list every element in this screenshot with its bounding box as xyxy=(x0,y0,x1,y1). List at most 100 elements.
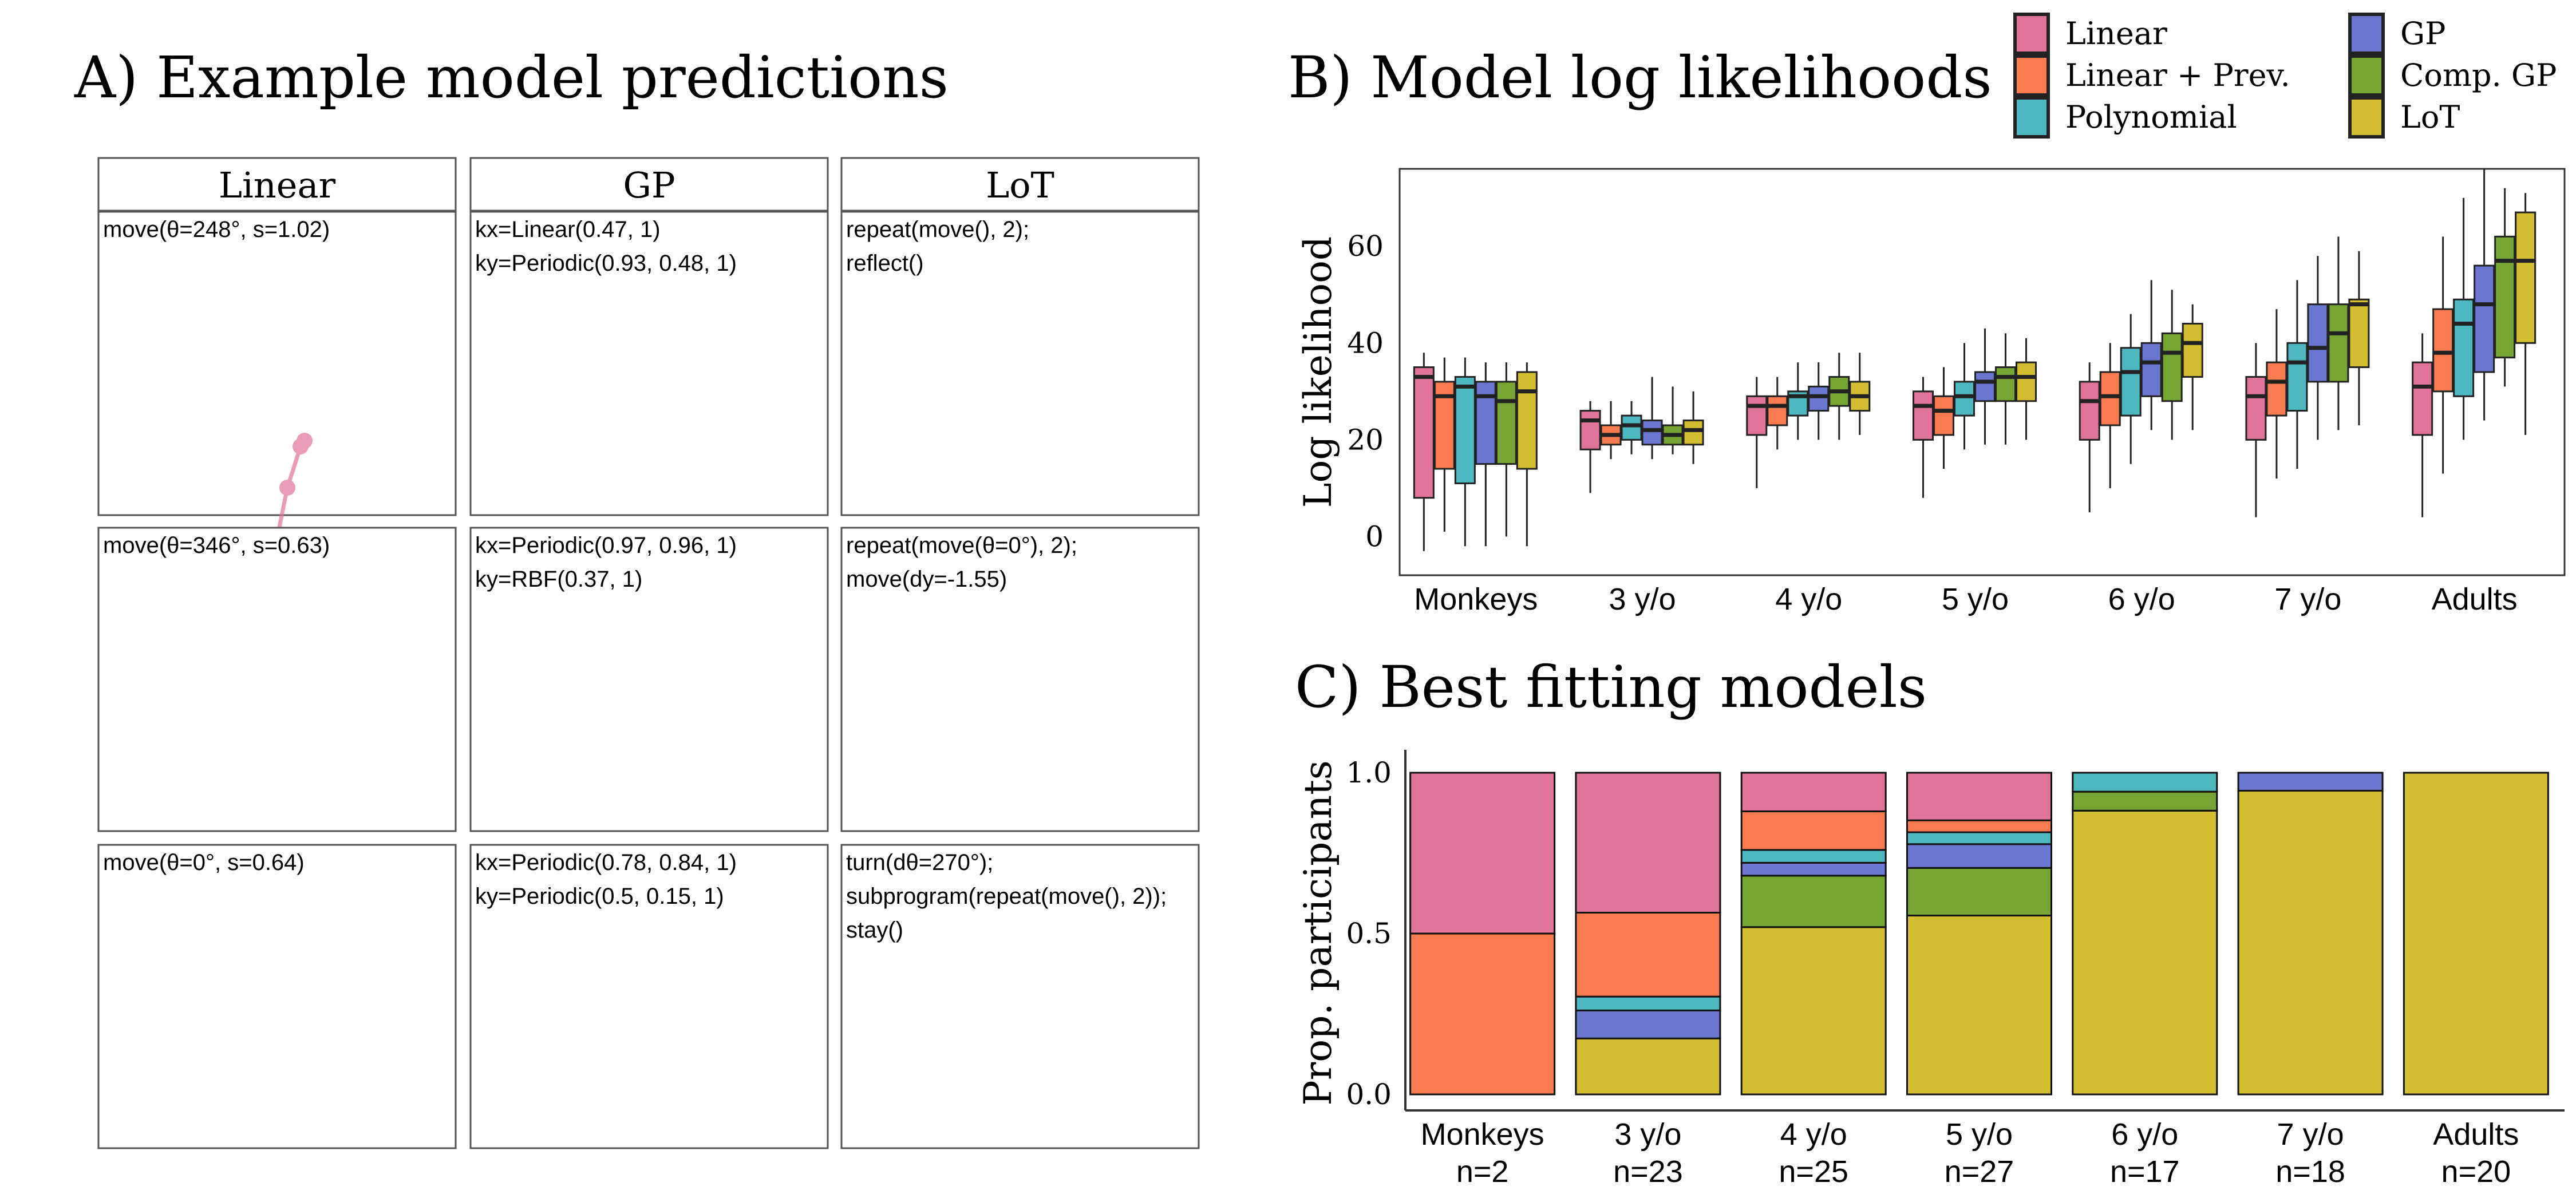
panel-a: Linear GP LoT move(θ=248°, s=1.02) kx=Linear… xyxy=(97,157,1200,1149)
box-lot-3-y-o xyxy=(1682,391,1704,464)
prediction-cell-gp-3: kx=Periodic(0.78, 0.84, 1) ky=Periodic(0.… xyxy=(469,844,829,1149)
program-line: repeat(move(θ=0°), 2); xyxy=(846,533,1077,558)
box-gp-monkeys xyxy=(1475,362,1496,547)
box-linear-6-y-o xyxy=(2079,362,2100,513)
box-polynomial-6-y-o xyxy=(2120,314,2142,464)
box xyxy=(2120,347,2142,417)
box-comp-gp-4-y-o xyxy=(1828,353,1850,440)
box xyxy=(2494,235,2516,359)
box-comp-gp-7-y-o xyxy=(2328,236,2349,430)
box-polynomial-5-y-o xyxy=(1954,343,1975,450)
panel-a-title: A) Example model predictions xyxy=(74,44,949,111)
y-tick-label: 60 xyxy=(1347,230,1384,263)
box xyxy=(2474,264,2495,373)
box xyxy=(2348,298,2370,369)
box xyxy=(1746,395,1768,436)
prediction-cell-lot-1: repeat(move(), 2); reflect() xyxy=(840,211,1200,516)
program-line: move(dy=-1.55) xyxy=(846,567,1007,592)
box xyxy=(1495,381,1517,465)
legend-swatch-linear xyxy=(2013,13,2050,55)
bar-segment-comp-gp-4-y-o xyxy=(1740,875,1887,928)
box xyxy=(2245,375,2267,441)
bar-segment-linear-5-y-o xyxy=(1906,772,2052,821)
box-comp-gp-6-y-o xyxy=(2161,290,2183,440)
legend-label-comp-gp: Comp. GP xyxy=(2400,57,2557,93)
box-linear-adults xyxy=(2412,333,2433,517)
bar-segment-lot-adults xyxy=(2403,772,2549,1096)
program-line: subprogram(repeat(move(), 2)); xyxy=(846,884,1167,909)
box xyxy=(2140,342,2162,397)
bar-segment-linear-prev-monkeys xyxy=(1409,932,1556,1096)
box xyxy=(2016,361,2037,402)
y-tick-label: 40 xyxy=(1347,326,1384,359)
bar-segment-polynomial-6-y-o xyxy=(2072,772,2218,793)
program-line: reflect() xyxy=(846,251,924,276)
column-header-box-linear xyxy=(97,157,457,212)
box-linear-prev-monkeys xyxy=(1433,357,1455,532)
box xyxy=(1933,395,1954,436)
box xyxy=(1954,381,1975,417)
box-lot-adults xyxy=(2515,193,2537,435)
box-gp-7-y-o xyxy=(2307,256,2329,440)
x-tick-label: 7 y/o xyxy=(2274,582,2341,616)
sample-size-label: n=27 xyxy=(1945,1154,2014,1189)
box xyxy=(2307,303,2329,383)
bar-segment-comp-gp-5-y-o xyxy=(1906,867,2052,917)
box-polynomial-7-y-o xyxy=(2286,280,2308,469)
cell-frame xyxy=(97,844,457,1149)
box xyxy=(1413,366,1435,499)
box xyxy=(2079,381,2100,441)
y-axis-label: Prop. participants xyxy=(1296,760,1340,1105)
box xyxy=(1475,381,1496,465)
column-header-box-lot xyxy=(840,157,1200,212)
bar-segment-linear-monkeys xyxy=(1409,772,1556,935)
box-comp-gp-3-y-o xyxy=(1662,386,1684,454)
box xyxy=(2515,211,2537,344)
legend-label-lot: LoT xyxy=(2400,99,2460,135)
bar-segment-gp-7-y-o xyxy=(2237,772,2384,792)
y-axis-label: Log likelihood xyxy=(1296,236,1340,508)
program-line: kx=Periodic(0.97, 0.96, 1) xyxy=(475,533,737,558)
x-tick-label: Adults xyxy=(2433,1117,2519,1152)
program-line: ky=Periodic(0.5, 0.15, 1) xyxy=(475,884,724,909)
box xyxy=(1974,371,1996,402)
x-tick-label: 5 y/o xyxy=(1946,1117,2013,1152)
program-line: repeat(move(), 2); xyxy=(846,217,1029,242)
panel-c-title: C) Best fitting models xyxy=(1295,654,1927,721)
box-linear-prev-5-y-o xyxy=(1933,367,1954,469)
bar-segment-gp-3-y-o xyxy=(1575,1009,1721,1039)
box-lot-6-y-o xyxy=(2182,304,2203,430)
prediction-cell-lot-2: repeat(move(θ=0°), 2); move(dy=-1.55) xyxy=(840,527,1200,832)
box-gp-5-y-o xyxy=(1974,328,1996,445)
box xyxy=(1995,366,2016,402)
prediction-cell-gp-1: kx=Linear(0.47, 1) ky=Periodic(0.93, 0.48… xyxy=(469,211,829,516)
sample-size-label: n=17 xyxy=(2110,1154,2180,1189)
bar-segment-linear-prev-5-y-o xyxy=(1906,819,2052,833)
prediction-cell-linear-2: move(θ=346°, s=0.63) xyxy=(97,527,457,832)
box xyxy=(1682,420,1704,446)
box xyxy=(2412,361,2433,436)
bar-segment-linear-3-y-o xyxy=(1575,772,1721,914)
bar-segment-gp-4-y-o xyxy=(1740,861,1887,877)
x-tick-label: 5 y/o xyxy=(1942,582,2009,616)
column-header-gp: GP xyxy=(623,164,675,206)
panel-b-frame xyxy=(1398,168,2566,576)
program-line: turn(dθ=270°); xyxy=(846,850,993,875)
legend-swatch-lot xyxy=(2348,96,2385,139)
program-line: ky=RBF(0.37, 1) xyxy=(475,567,642,592)
legend-swatch-comp-gp xyxy=(2348,54,2385,97)
box-polynomial-monkeys xyxy=(1454,357,1476,547)
box xyxy=(1641,420,1663,446)
box xyxy=(1579,410,1601,450)
sample-size-label: n=2 xyxy=(1456,1154,1509,1189)
cell-frame xyxy=(840,211,1200,516)
prediction-cell-lot-3: turn(dθ=270°); subprogram(repeat(move(), … xyxy=(840,844,1200,1149)
box xyxy=(2182,322,2203,378)
prediction-cell-linear-3: move(θ=0°, s=0.64) xyxy=(97,844,457,1149)
sample-size-label: n=18 xyxy=(2275,1154,2345,1189)
box-gp-6-y-o xyxy=(2140,280,2162,430)
box-linear-prev-7-y-o xyxy=(2266,309,2287,479)
legend-label-polynomial: Polynomial xyxy=(2065,99,2237,135)
box-linear-monkeys xyxy=(1413,353,1435,551)
